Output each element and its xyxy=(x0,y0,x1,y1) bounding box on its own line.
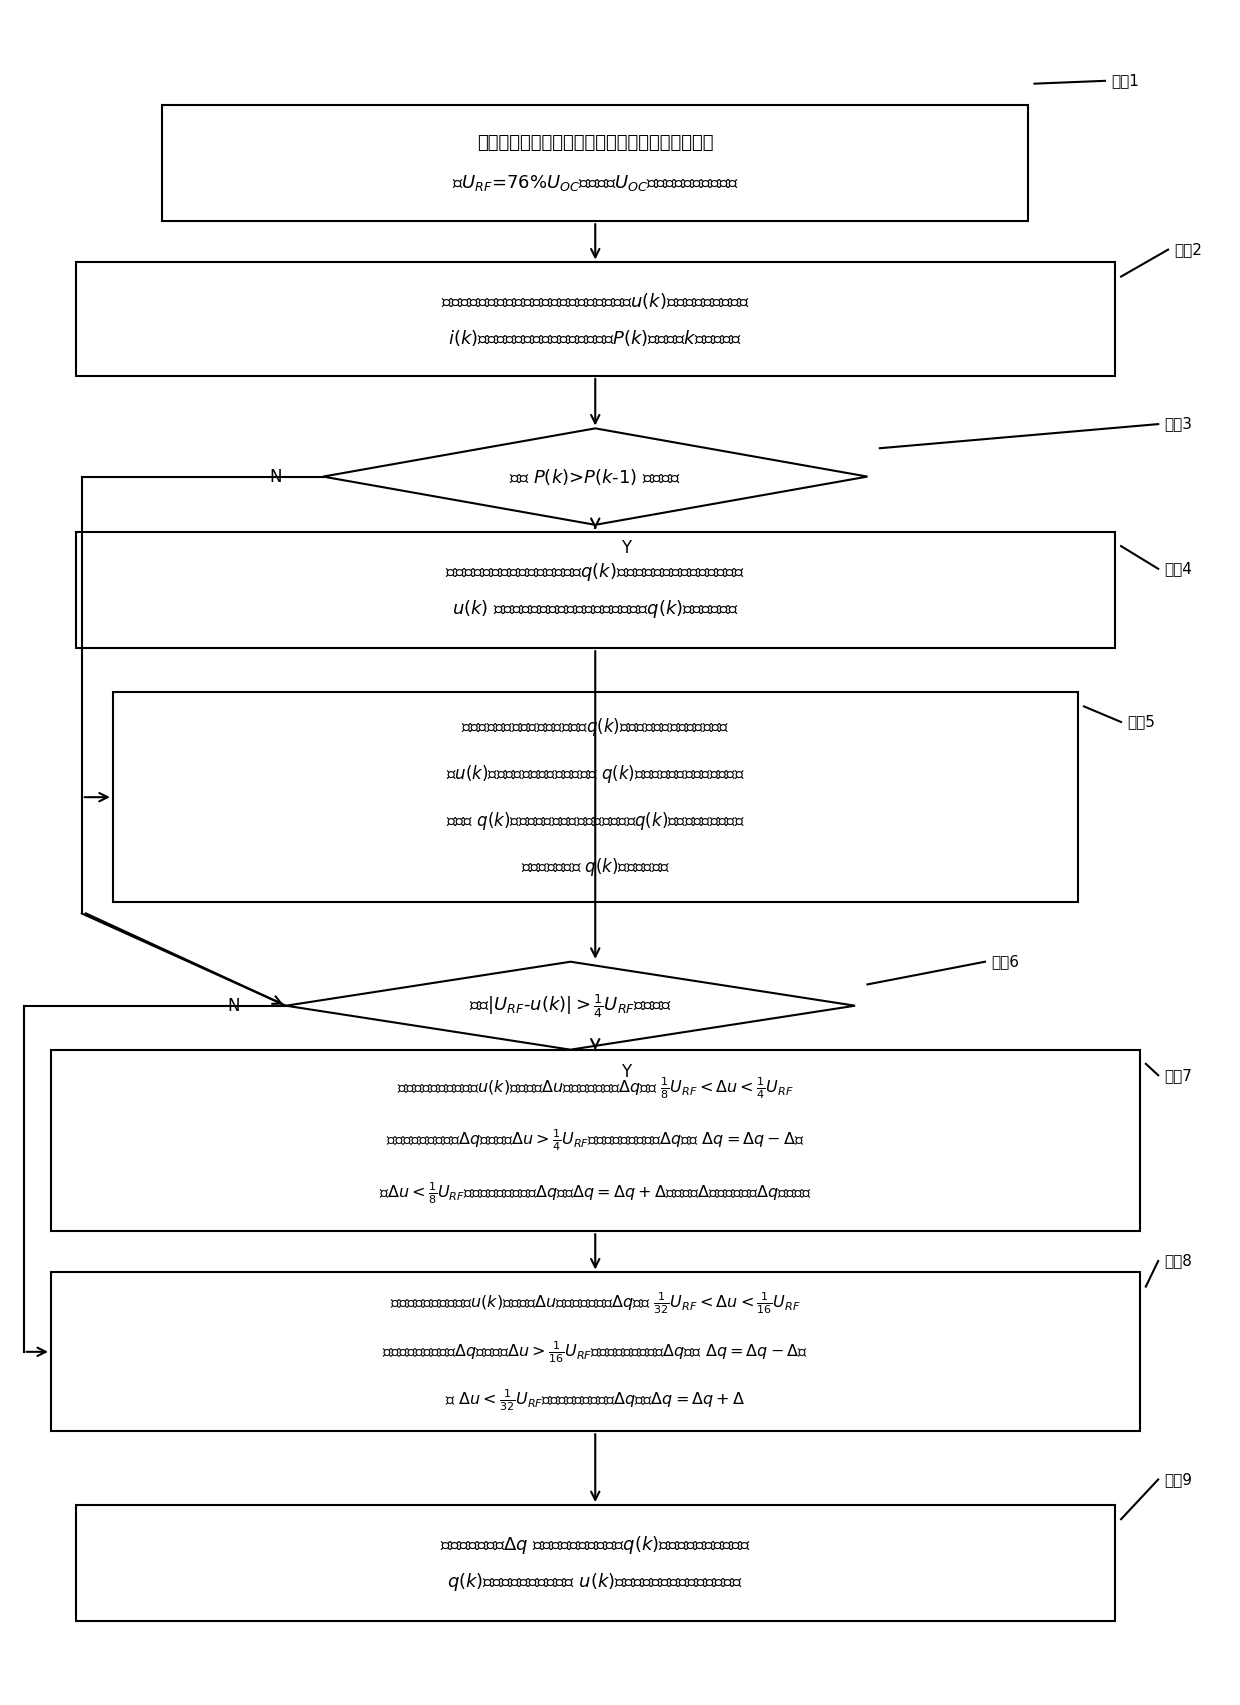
Text: 比较 $P(k)$>$P(k$-1) 是否成立: 比较 $P(k)$>$P(k$-1) 是否成立 xyxy=(510,467,681,486)
Bar xyxy=(76,1506,1115,1621)
Text: 根据检测得到的太阳能电池的实时数字直流电压$u(k)$与实时数字直流电流: 根据检测得到的太阳能电池的实时数字直流电压$u(k)$与实时数字直流电流 xyxy=(441,290,750,310)
Text: $q(k)$调整实时数字直流电压 $u(k)$，实现具有太阳能最大功率跟踪: $q(k)$调整实时数字直流电压 $u(k)$，实现具有太阳能最大功率跟踪 xyxy=(448,1570,743,1592)
Text: 根据实时数字直流电压$u(k)$的变化量$\Delta u$调节占空比步长$\Delta q$：当 $\frac{1}{8}U_{RF}<\Delta u<\f: 根据实时数字直流电压$u(k)$的变化量$\Delta u$调节占空比步长$\D… xyxy=(397,1076,794,1101)
Polygon shape xyxy=(324,428,868,525)
Text: 步骤1: 步骤1 xyxy=(1111,73,1140,89)
Bar xyxy=(162,106,1028,222)
Text: Y: Y xyxy=(621,539,631,556)
Text: 步骤7: 步骤7 xyxy=(1164,1067,1192,1083)
Text: 步骤8: 步骤8 xyxy=(1164,1253,1192,1269)
Text: 步骤3: 步骤3 xyxy=(1164,416,1193,431)
Text: 时，保持占空比步长$\Delta q$不变；当$\Delta u>\frac{1}{4}U_{RF}$时，减小占空比步长$\Delta q$，且 $\Delta: 时，保持占空比步长$\Delta q$不变；当$\Delta u>\frac{1… xyxy=(386,1127,805,1153)
Text: 根据太阳能电池开路电压，获取最大功率参考点电: 根据太阳能电池开路电压，获取最大功率参考点电 xyxy=(477,135,713,152)
Text: 判断$|U_{RF}$-$u(k)|>\frac{1}{4}U_{RF}$是否成立: 判断$|U_{RF}$-$u(k)|>\frac{1}{4}U_{RF}$是否成… xyxy=(469,992,672,1020)
Text: N: N xyxy=(228,997,241,1014)
Text: N: N xyxy=(270,467,283,486)
Bar xyxy=(51,1050,1140,1231)
Text: 驱动信号占空比 $q(k)$为增加的状态: 驱动信号占空比 $q(k)$为增加的状态 xyxy=(521,856,670,878)
Text: 步骤6: 步骤6 xyxy=(991,955,1019,968)
Text: 采用脉宽调制改变驱动信号占空比$q(k)$的方式，改变实时数字直流电: 采用脉宽调制改变驱动信号占空比$q(k)$的方式，改变实时数字直流电 xyxy=(461,716,729,738)
Text: 步骤5: 步骤5 xyxy=(1127,714,1156,730)
Text: 当$\Delta u<\frac{1}{8}U_{RF}$时，增加占空比步长$\Delta q$，且$\Delta q=\Delta q+\Delta$；其中，: 当$\Delta u<\frac{1}{8}U_{RF}$时，增加占空比步长$\… xyxy=(379,1180,811,1205)
Bar xyxy=(51,1272,1140,1430)
Text: 压$U_{RF}$=76%$U_{OC}$；其中，$U_{OC}$为太阳能电池开路电压: 压$U_{RF}$=76%$U_{OC}$；其中，$U_{OC}$为太阳能电池开… xyxy=(451,172,739,193)
Text: 占空比 $q(k)$为减小的状态；将驱动信号占空比$q(k)$为减小的状态改变为: 占空比 $q(k)$为减小的状态；将驱动信号占空比$q(k)$为减小的状态改变为 xyxy=(446,810,745,832)
Text: 采用脉宽调制改变驱动信号占空比$q(k)$的方式，保持实时数字直流电压: 采用脉宽调制改变驱动信号占空比$q(k)$的方式，保持实时数字直流电压 xyxy=(445,561,745,583)
Bar xyxy=(76,532,1115,648)
Text: 压$u(k)$扰动方向：将驱动信号占空比 $q(k)$为增加的状态改变为驱动信号: 压$u(k)$扰动方向：将驱动信号占空比 $q(k)$为增加的状态改变为驱动信号 xyxy=(446,762,745,784)
Text: 根据占空比步长$\Delta q$ 确定的驱动信号占空比$q(k)$；根据驱动信号占空比: 根据占空比步长$\Delta q$ 确定的驱动信号占空比$q(k)$；根据驱动信… xyxy=(440,1534,751,1555)
Text: 时，保持占空比步长$\Delta q$不变；当$\Delta u>\frac{1}{16}U_{RF}$时，减小占空比步长$\Delta q$，且 $\Delt: 时，保持占空比步长$\Delta q$不变；当$\Delta u>\frac{1… xyxy=(382,1338,808,1364)
Text: 步骤2: 步骤2 xyxy=(1174,242,1202,257)
Text: Y: Y xyxy=(621,1064,631,1081)
Text: 步骤4: 步骤4 xyxy=(1164,561,1192,576)
Bar xyxy=(113,692,1078,902)
Text: $i(k)$，获取太阳能电池的实时数字功率$P(k)$；其中，$k$为自然数；: $i(k)$，获取太阳能电池的实时数字功率$P(k)$；其中，$k$为自然数； xyxy=(449,327,742,348)
Text: $u(k)$ 的扰动方向不变：保持驱动信号占空比$q(k)$为增加或减小: $u(k)$ 的扰动方向不变：保持驱动信号占空比$q(k)$为增加或减小 xyxy=(451,597,739,619)
Text: 当 $\Delta u<\frac{1}{32}U_{RF}$时，增加占空比步长$\Delta q$，且$\Delta q=\Delta q+\Delta$: 当 $\Delta u<\frac{1}{32}U_{RF}$时，增加占空比步长… xyxy=(445,1388,745,1413)
Text: 根据实时数字直流电压$u(k)$的变化量$\Delta u$调节占空比步长$\Delta q$：当 $\frac{1}{32}U_{RF}<\Delta u<\: 根据实时数字直流电压$u(k)$的变化量$\Delta u$调节占空比步长$\D… xyxy=(389,1291,801,1316)
Text: 步骤9: 步骤9 xyxy=(1164,1471,1193,1487)
Bar xyxy=(76,263,1115,375)
Polygon shape xyxy=(286,962,856,1050)
